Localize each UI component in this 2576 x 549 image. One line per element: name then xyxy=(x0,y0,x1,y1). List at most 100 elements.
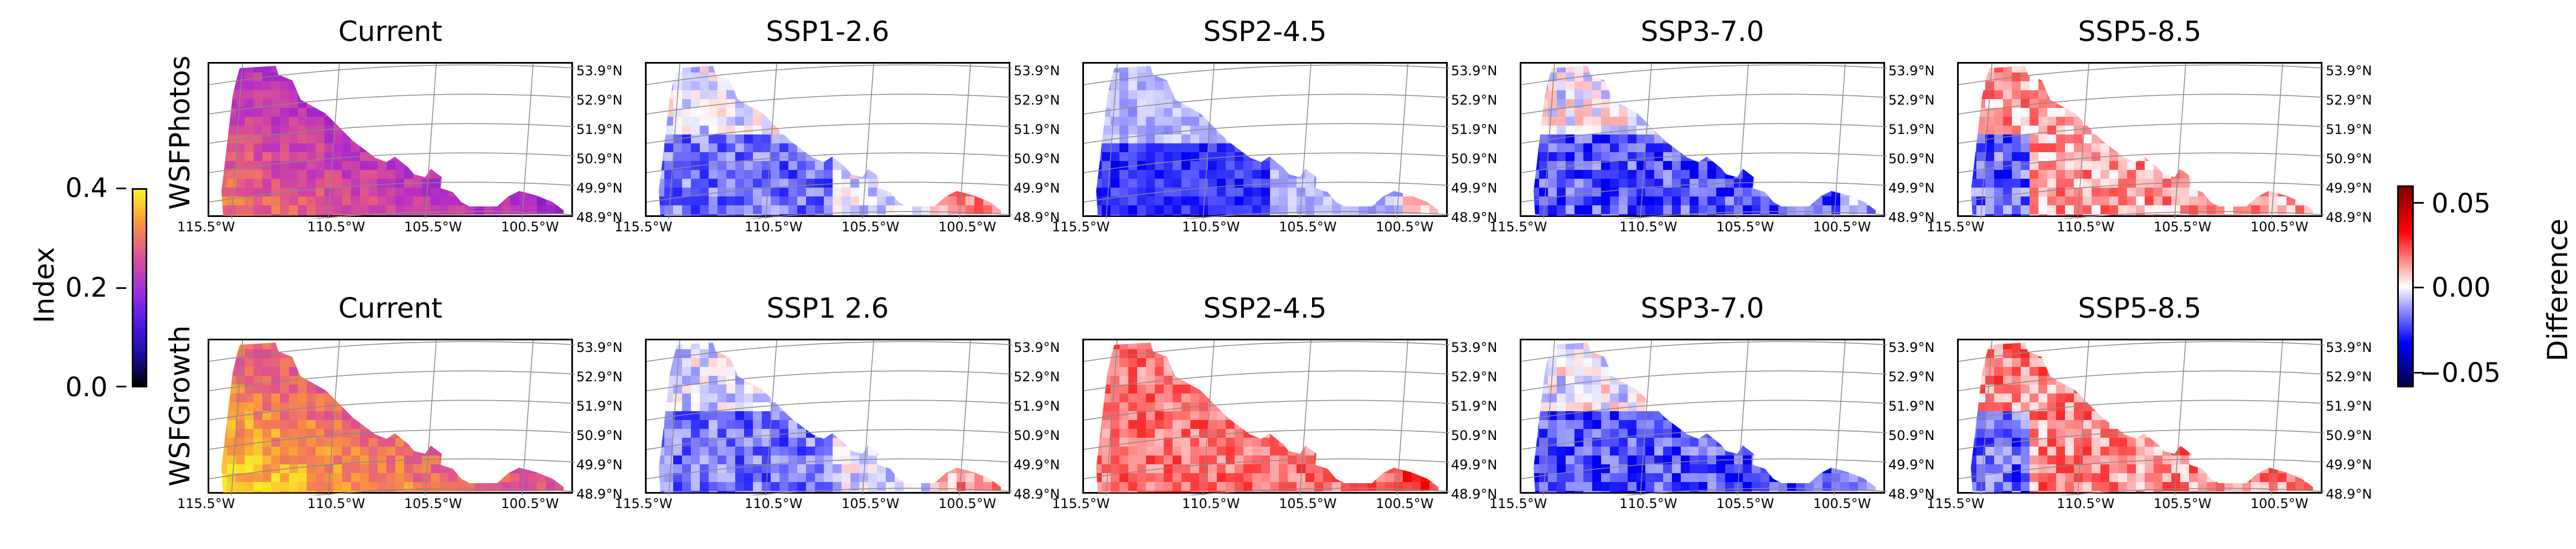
heatmap-cell xyxy=(2295,99,2305,108)
heatmap-cell xyxy=(709,90,718,100)
heatmap-cell xyxy=(484,90,493,100)
heatmap-cell xyxy=(2233,196,2243,206)
heatmap-cell xyxy=(659,188,665,197)
heatmap-cell xyxy=(2136,143,2145,153)
heatmap-cell xyxy=(475,385,484,394)
heatmap-cell xyxy=(298,367,307,376)
heatmap-cell xyxy=(537,411,546,421)
heatmap-cell xyxy=(1557,81,1566,91)
heatmap-cell xyxy=(2224,205,2234,215)
heatmap-cell xyxy=(440,438,449,447)
heatmap-cell xyxy=(2295,161,2305,170)
heatmap-cell xyxy=(1359,108,1368,117)
heatmap-cell xyxy=(342,402,352,412)
heatmap-cell xyxy=(1181,72,1191,82)
heatmap-cell xyxy=(1367,72,1377,82)
heatmap-cell xyxy=(2171,117,2181,126)
heatmap-cell xyxy=(983,143,993,153)
heatmap-cell xyxy=(2145,81,2154,91)
heatmap-cell xyxy=(1438,99,1448,108)
heatmap-cell xyxy=(1270,126,1279,135)
heatmap-cell xyxy=(404,358,414,367)
heatmap-cell xyxy=(1672,196,1681,206)
heatmap-cell xyxy=(1994,126,2004,135)
heatmap-cell xyxy=(209,358,219,367)
heatmap-cell xyxy=(351,161,360,170)
heatmap-cell xyxy=(1752,126,1761,135)
heatmap-cell xyxy=(378,161,387,170)
heatmap-cell xyxy=(753,196,762,206)
heatmap-cell xyxy=(466,161,476,170)
heatmap-cell xyxy=(2207,152,2216,162)
heatmap-cell xyxy=(1583,170,1593,179)
heatmap-cell xyxy=(1084,214,1093,219)
heatmap-cell xyxy=(1146,196,1155,206)
heatmap-cell xyxy=(209,464,219,474)
heatmap-cell xyxy=(1681,143,1690,153)
heatmap-cell xyxy=(806,66,815,73)
heatmap-cell xyxy=(1534,143,1540,153)
heatmap-cell xyxy=(1849,152,1859,162)
heatmap-cell xyxy=(1583,179,1593,188)
heatmap-cell xyxy=(842,134,851,144)
heatmap-cell xyxy=(528,411,538,421)
heatmap-cell xyxy=(546,473,555,483)
heatmap-cell xyxy=(537,126,546,135)
heatmap-cell xyxy=(850,411,860,421)
heatmap-cell xyxy=(546,214,555,216)
heatmap-cell xyxy=(510,491,520,493)
heatmap-cell xyxy=(797,393,807,403)
heatmap-cell xyxy=(921,402,931,412)
heatmap-cell xyxy=(1359,143,1368,153)
heatmap-cell xyxy=(1805,108,1814,117)
heatmap-cell xyxy=(1761,99,1770,108)
heatmap-cell xyxy=(664,385,674,394)
heatmap-cell xyxy=(342,447,352,456)
heatmap-cell xyxy=(1350,214,1359,216)
heatmap-cell xyxy=(342,188,352,197)
heatmap-cell xyxy=(779,134,789,144)
heatmap-cell xyxy=(1796,134,1805,144)
heatmap-cell xyxy=(1226,196,1235,206)
heatmap-cell xyxy=(422,447,431,456)
heatmap-cell xyxy=(859,358,869,367)
heatmap-cell xyxy=(2003,81,2012,91)
heatmap-cell xyxy=(859,188,869,197)
heatmap-cell xyxy=(457,188,467,197)
heatmap-cell xyxy=(1261,126,1271,135)
heatmap-cell xyxy=(833,99,842,108)
heatmap-cell xyxy=(1566,126,1575,135)
heatmap-cell xyxy=(395,170,405,179)
heatmap-cell xyxy=(493,455,502,465)
heatmap-cell xyxy=(806,72,815,82)
heatmap-cell xyxy=(974,81,984,91)
heatmap-cell xyxy=(1111,196,1120,206)
heatmap-cell xyxy=(1725,81,1734,91)
heatmap-cell xyxy=(868,99,877,108)
heatmap-cell xyxy=(1252,81,1262,91)
heatmap-cell xyxy=(1699,214,1708,216)
heatmap-cell xyxy=(1796,117,1805,126)
heatmap-cell xyxy=(2118,90,2128,100)
heatmap-cell xyxy=(1190,188,1200,197)
heatmap-cell xyxy=(1385,81,1395,91)
heatmap-cell xyxy=(797,143,807,153)
heatmap-cell xyxy=(957,81,966,91)
heatmap-cell xyxy=(2092,126,2101,135)
heatmap-cell xyxy=(1583,196,1593,206)
heatmap-cell xyxy=(221,393,228,403)
heatmap-cell xyxy=(404,402,414,412)
heatmap-cell xyxy=(369,455,378,465)
heatmap-cell xyxy=(1654,179,1664,188)
heatmap-cell xyxy=(448,179,458,188)
heatmap-cell xyxy=(413,188,422,197)
heatmap-cell xyxy=(484,455,493,465)
heatmap-cell xyxy=(386,420,396,429)
heatmap-cell xyxy=(673,152,683,162)
heatmap-cell xyxy=(1752,90,1761,100)
heatmap-cell xyxy=(983,170,993,179)
heatmap-cell xyxy=(378,343,387,350)
heatmap-cell xyxy=(386,385,396,394)
heatmap-cell xyxy=(360,376,369,385)
heatmap-cell xyxy=(842,411,851,421)
